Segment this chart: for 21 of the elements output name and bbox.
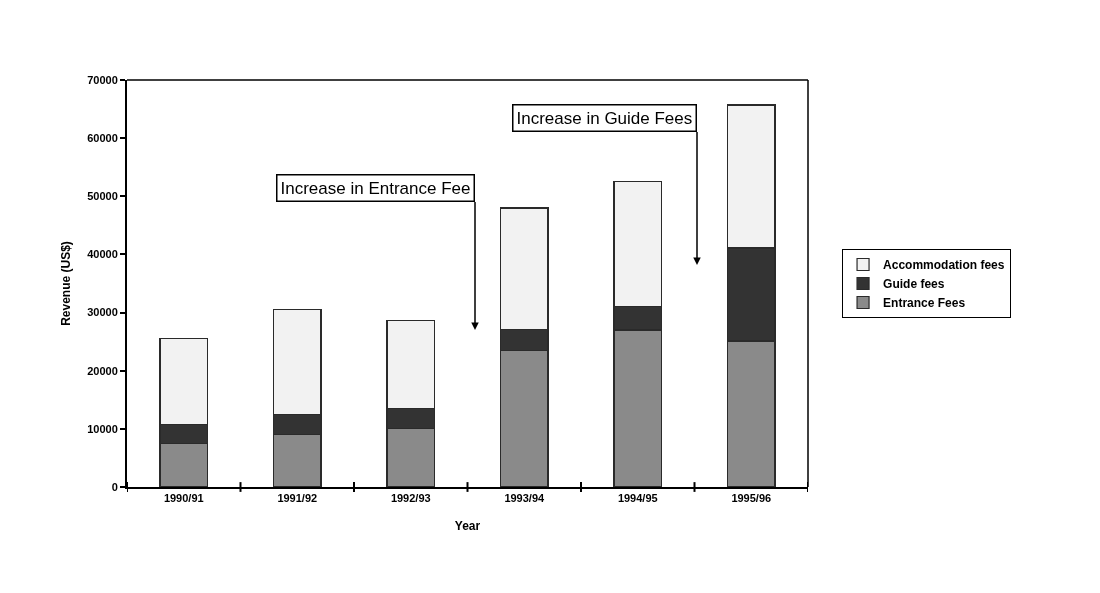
x-tick-label: 1991/92 [277, 492, 318, 505]
y-tick-label: 60000 [87, 131, 118, 144]
y-tick-label: 10000 [87, 422, 118, 435]
x-tick-label: 1995/96 [731, 492, 772, 505]
y-tick-label: 70000 [87, 73, 118, 86]
legend-label: Accommodation fees [883, 258, 1005, 273]
x-tick-label: 1994/95 [617, 492, 658, 505]
y-tick-label: 40000 [87, 248, 118, 261]
legend-label: Entrance Fees [883, 296, 966, 311]
legend-label: Guide fees [883, 277, 945, 292]
x-tick-label: 1992/93 [390, 492, 431, 505]
annotation: Increase in Guide Fees [516, 108, 693, 128]
y-tick-label: 20000 [87, 364, 118, 377]
y-tick-label: 50000 [87, 190, 118, 203]
x-tick-label: 1993/94 [504, 492, 546, 505]
y-axis-title: Revenue (US$) [59, 241, 74, 326]
y-tick-label: 0 [111, 480, 118, 493]
x-axis-title: Year [454, 518, 481, 533]
y-tick-label: 30000 [87, 306, 118, 319]
x-tick-label: 1990/91 [163, 492, 204, 505]
annotation: Increase in Entrance Fee [280, 178, 471, 198]
